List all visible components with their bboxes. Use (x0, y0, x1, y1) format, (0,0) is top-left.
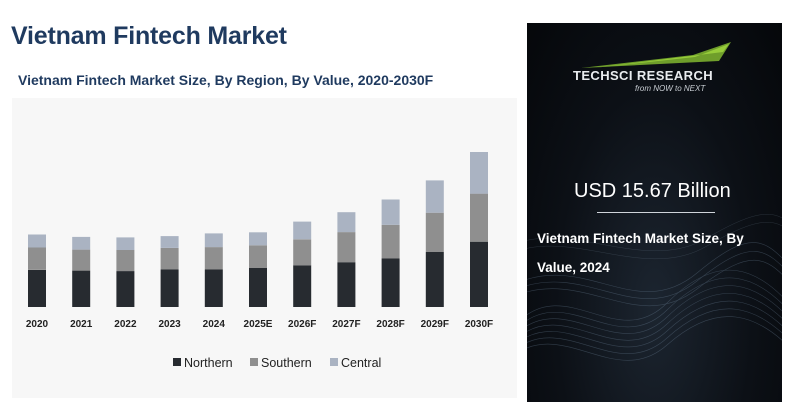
bar-southern-2030F (470, 193, 488, 242)
bar-central-2021 (72, 236, 91, 250)
x-tick-label: 2028F (376, 319, 404, 330)
bar-southern-2026F (293, 239, 312, 266)
bar-southern-2027F (337, 232, 356, 263)
bar-central-2029F (425, 180, 444, 213)
x-tick-label: 2029F (421, 319, 449, 330)
bar-southern-2025E (249, 245, 267, 268)
stacked-bar-chart: 2020 2021 2022 2023 2024 2025E 2026F 2027F 2028F… (26, 152, 493, 370)
legend-label-central: Central (341, 356, 381, 370)
legend-swatch-southern (250, 358, 258, 366)
x-tick-label: 2027F (332, 319, 360, 330)
bar-northern-2025E (249, 268, 267, 307)
bar-northern-2028F (381, 258, 400, 307)
legend-label-northern: Northern (184, 356, 233, 370)
bar-central-2024 (204, 233, 223, 248)
x-tick-label: 2020 (26, 319, 49, 330)
x-tick-label: 2026F (288, 319, 316, 330)
x-tick-label: 2030F (465, 319, 493, 330)
page-title: Vietnam Fintech Market (11, 22, 287, 50)
wave-background (527, 214, 782, 361)
x-tick-label: 2023 (158, 319, 181, 330)
chart-subtitle: Vietnam Fintech Market Size, By Region, … (18, 72, 434, 88)
bar-southern-2028F (381, 224, 400, 259)
bar-northern-2020 (28, 270, 46, 307)
x-tick-label: 2024 (203, 319, 226, 330)
brand-name: TechSci Research (573, 68, 714, 83)
legend-swatch-northern (173, 358, 181, 366)
bar-southern-2023 (160, 247, 179, 270)
bar-central-2022 (116, 237, 135, 250)
bar-northern-2029F (425, 252, 444, 307)
bar-northern-2027F (337, 262, 356, 307)
x-tick-label: 2022 (114, 319, 137, 330)
x-tick-label: 2025E (244, 319, 273, 330)
summary-panel: TechSci Research from NOW to NEXT USD 15… (527, 23, 782, 402)
chart-panel: Vietnam Fintech Market Vietnam Fintech M… (11, 22, 494, 370)
legend-swatch-central (330, 358, 338, 366)
bar-southern-2029F (425, 212, 444, 252)
bar-northern-2026F (293, 265, 312, 307)
bar-central-2027F (337, 212, 356, 233)
bar-central-2025E (249, 232, 267, 246)
bar-northern-2023 (160, 269, 179, 307)
bar-central-2023 (160, 236, 179, 248)
bar-central-2020 (28, 234, 46, 248)
bar-southern-2024 (204, 247, 223, 270)
market-size-caption: Vietnam Fintech Market Size, By Value, 2… (537, 231, 744, 275)
bar-northern-2030F (470, 241, 488, 307)
market-size-value: USD 15.67 Billion (574, 180, 731, 202)
legend-label-southern: Southern (261, 356, 312, 370)
bar-northern-2022 (116, 271, 135, 307)
bar-central-2030F (470, 152, 488, 194)
bar-central-2026F (293, 221, 312, 240)
bar-central-2028F (381, 199, 400, 225)
logo-swoosh-icon (581, 42, 731, 68)
divider (597, 212, 715, 213)
brand-logo: TechSci Research from NOW to NEXT (573, 41, 743, 97)
bar-southern-2020 (28, 247, 46, 270)
bar-northern-2024 (204, 269, 223, 307)
x-tick-label: 2021 (70, 319, 93, 330)
bar-southern-2022 (116, 249, 135, 271)
bar-northern-2021 (72, 270, 91, 307)
brand-tagline: from NOW to NEXT (635, 84, 706, 93)
bar-southern-2021 (72, 249, 91, 271)
